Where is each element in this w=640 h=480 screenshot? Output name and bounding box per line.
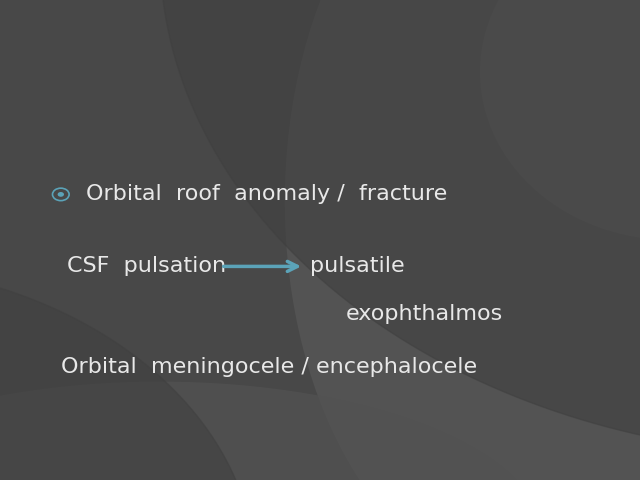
Circle shape bbox=[58, 192, 64, 197]
Ellipse shape bbox=[285, 0, 640, 480]
Text: pulsatile: pulsatile bbox=[310, 256, 405, 276]
Text: Orbital  roof  anomaly /  fracture: Orbital roof anomaly / fracture bbox=[86, 184, 447, 204]
Text: Orbital  meningocele / encephalocele: Orbital meningocele / encephalocele bbox=[61, 357, 477, 377]
FancyArrowPatch shape bbox=[223, 262, 298, 271]
Polygon shape bbox=[160, 0, 640, 456]
Text: exophthalmos: exophthalmos bbox=[346, 304, 503, 324]
Polygon shape bbox=[0, 264, 256, 480]
Ellipse shape bbox=[0, 382, 544, 480]
Ellipse shape bbox=[480, 0, 640, 240]
Text: CSF  pulsation: CSF pulsation bbox=[67, 256, 227, 276]
